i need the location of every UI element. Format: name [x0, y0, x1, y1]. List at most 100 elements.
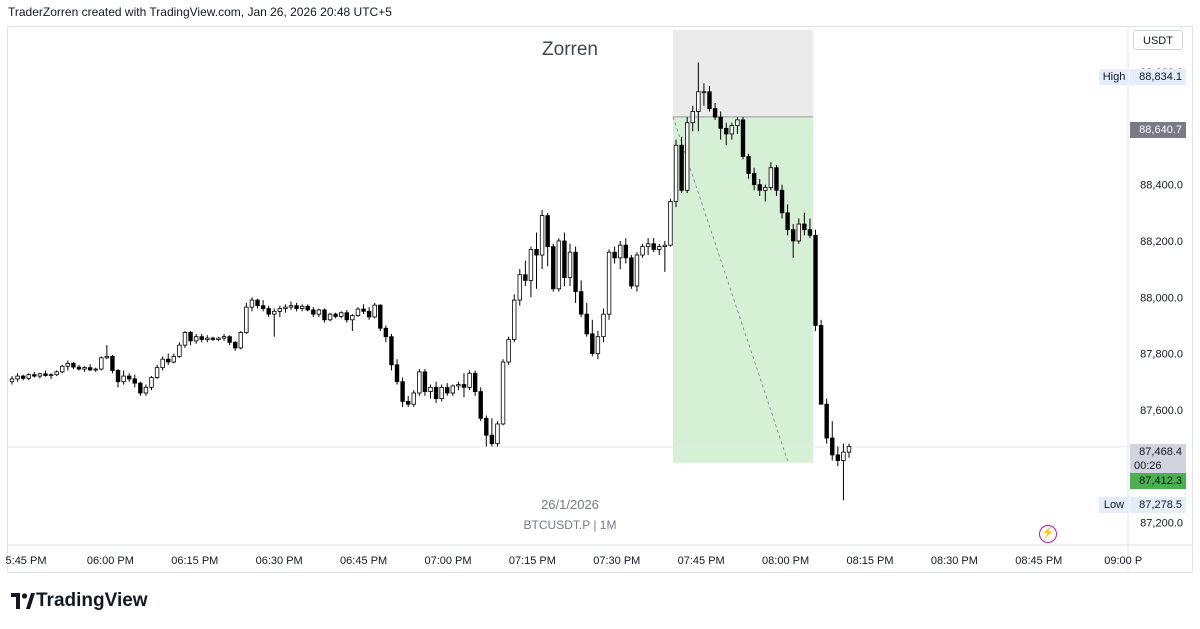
- x-tick-label: 08:30 PM: [931, 555, 978, 567]
- candle-body: [411, 392, 416, 405]
- candle-body: [495, 423, 500, 445]
- candle-body: [110, 355, 115, 371]
- candle-body: [288, 305, 294, 308]
- candle-body: [707, 91, 712, 110]
- candle-body: [841, 451, 846, 461]
- candle-body: [339, 312, 344, 317]
- high-price-tag: 88,834.1: [1130, 69, 1186, 85]
- candle-body: [696, 91, 701, 112]
- chart-title: Zorren: [542, 39, 598, 60]
- entry-price-tag: 88,640.7: [1130, 122, 1186, 138]
- candle-body: [244, 306, 249, 333]
- candle-body: [523, 274, 528, 281]
- candle-body: [394, 364, 400, 383]
- target-price-tag: 87,412.3: [1130, 473, 1186, 489]
- position-path-line: [672, 116, 788, 461]
- candle-body: [690, 111, 695, 124]
- candle-body: [60, 365, 65, 373]
- y-tick-label: 88,200.0: [1140, 236, 1183, 248]
- candle-body: [467, 372, 472, 388]
- candle-body: [378, 304, 383, 329]
- x-tick-label: 09:00 P: [1104, 555, 1142, 567]
- candle-body: [405, 401, 411, 405]
- candle-body: [651, 243, 656, 250]
- symbol-watermark: BTCUSDT.P | 1M: [523, 518, 617, 532]
- candle-body: [724, 127, 729, 135]
- candle-body: [791, 229, 796, 242]
- candle-body: [132, 378, 137, 384]
- candle-body: [272, 310, 277, 315]
- profit-zone: [673, 116, 813, 463]
- candle-body: [763, 187, 768, 191]
- candle-body: [500, 361, 506, 425]
- candle-body: [20, 375, 26, 379]
- candle-body: [210, 337, 216, 340]
- candle-body: [149, 377, 154, 388]
- x-tick-label: 07:30 PM: [593, 555, 640, 567]
- candle-body: [15, 375, 20, 380]
- candle-body: [774, 167, 779, 191]
- candle-body: [221, 336, 227, 339]
- candle-body: [818, 325, 824, 405]
- candle-body: [595, 336, 601, 354]
- candle-body: [48, 374, 54, 377]
- candle-body: [361, 308, 366, 312]
- candle-body: [802, 223, 807, 231]
- countdown-tag: 00:26: [1130, 458, 1186, 474]
- candle-body: [634, 254, 640, 287]
- x-tick-label: 06:45 PM: [340, 555, 387, 567]
- candle-body: [512, 299, 517, 340]
- candle-body: [623, 244, 628, 259]
- y-tick-label: 88,400.0: [1140, 180, 1183, 192]
- x-tick-label: 08:45 PM: [1015, 555, 1062, 567]
- candle-body: [71, 363, 76, 368]
- candle-body: [439, 386, 444, 400]
- currency-button[interactable]: USDT: [1133, 30, 1183, 50]
- candle-body: [807, 229, 813, 236]
- candle-body: [299, 305, 305, 309]
- x-tick-label: 07:15 PM: [509, 555, 556, 567]
- candle-body: [456, 384, 461, 387]
- candle-body: [76, 366, 82, 370]
- candle-body: [618, 244, 623, 259]
- candle-body: [528, 249, 534, 281]
- candle-body: [37, 373, 43, 377]
- candle-body: [9, 378, 15, 383]
- candle-body: [87, 367, 93, 371]
- candle-body: [260, 305, 266, 309]
- candle-body: [556, 240, 562, 290]
- candle-body: [311, 309, 316, 315]
- candle-body: [573, 251, 578, 293]
- candle-body: [43, 373, 48, 376]
- candle-body: [193, 336, 199, 342]
- candle-body: [545, 215, 550, 247]
- chart-credit: TraderZorren created with TradingView.co…: [8, 5, 392, 19]
- candle-body: [445, 386, 450, 394]
- candle-body: [629, 257, 634, 287]
- candle-body: [389, 336, 394, 366]
- candle-body: [65, 363, 70, 367]
- candle-body: [539, 215, 545, 256]
- candle-body: [684, 122, 690, 191]
- lightning-icon[interactable]: ⚡: [1039, 525, 1057, 543]
- candle-body: [177, 344, 182, 357]
- candle-body: [249, 299, 255, 308]
- candle-body: [422, 371, 428, 392]
- candle-body: [590, 333, 595, 354]
- candle-body: [835, 454, 841, 461]
- candle-body: [601, 313, 606, 338]
- candle-body: [461, 384, 467, 388]
- x-tick-label: 07:45 PM: [678, 555, 725, 567]
- candle-body: [188, 332, 193, 342]
- low-label: Low: [1099, 497, 1129, 513]
- candle-body: [645, 243, 651, 247]
- last-price-tag: 87,468.4: [1130, 444, 1186, 460]
- high-label: High: [1099, 69, 1129, 85]
- candle-body: [668, 201, 673, 246]
- candle-body: [757, 184, 762, 191]
- candle-body: [121, 375, 126, 383]
- candle-body: [344, 312, 349, 321]
- candle-body: [701, 91, 707, 94]
- candle-body: [417, 371, 422, 394]
